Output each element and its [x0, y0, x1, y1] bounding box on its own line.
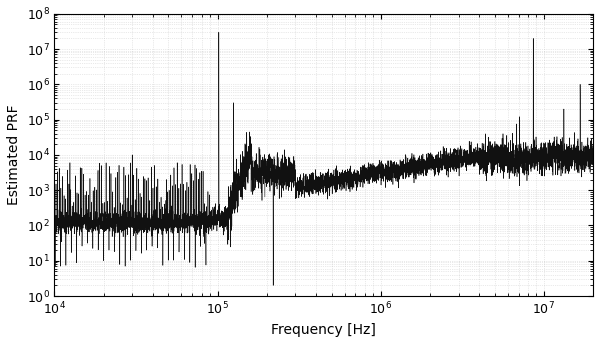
X-axis label: Frequency [Hz]: Frequency [Hz] [271, 323, 376, 337]
Y-axis label: Estimated PRF: Estimated PRF [7, 105, 21, 205]
